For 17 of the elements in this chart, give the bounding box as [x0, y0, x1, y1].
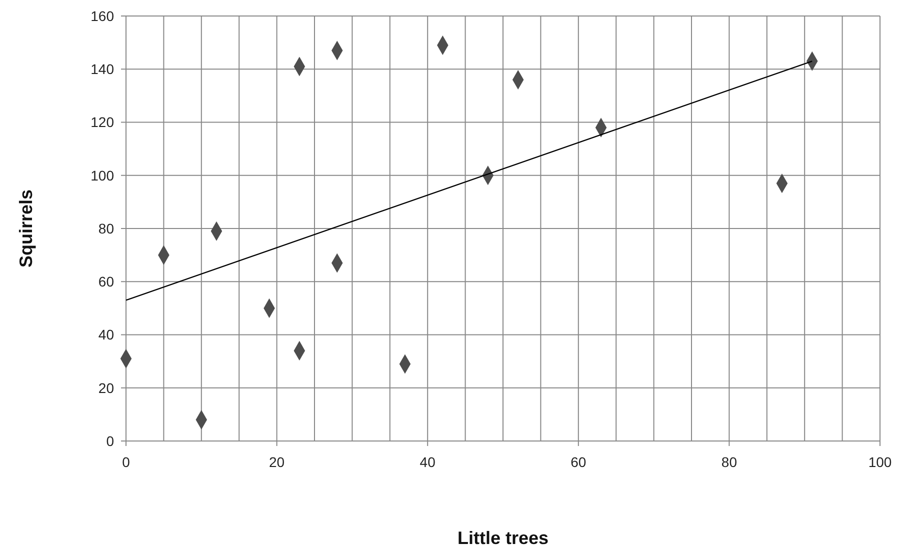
y-tick-label: 140 [90, 61, 114, 78]
y-tick-label: 100 [90, 167, 114, 184]
y-tick-label: 80 [98, 220, 114, 236]
y-tick-label: 60 [98, 274, 114, 290]
x-axis-title: Little trees [457, 528, 549, 548]
x-tick-label: 20 [269, 454, 285, 470]
x-tick-label: 60 [570, 454, 586, 470]
y-tick-label: 120 [90, 114, 114, 130]
y-tick-label: 20 [98, 380, 114, 396]
x-tick-label: 100 [868, 454, 892, 470]
y-tick-label: 0 [106, 432, 114, 449]
x-tick-label: 80 [721, 454, 738, 470]
y-tick-label: 40 [98, 326, 114, 343]
y-tick-label: 160 [90, 8, 114, 24]
x-tick-label: 0 [122, 454, 130, 470]
x-tick-label: 40 [420, 454, 436, 470]
y-axis-title: Squirrels [16, 189, 36, 268]
